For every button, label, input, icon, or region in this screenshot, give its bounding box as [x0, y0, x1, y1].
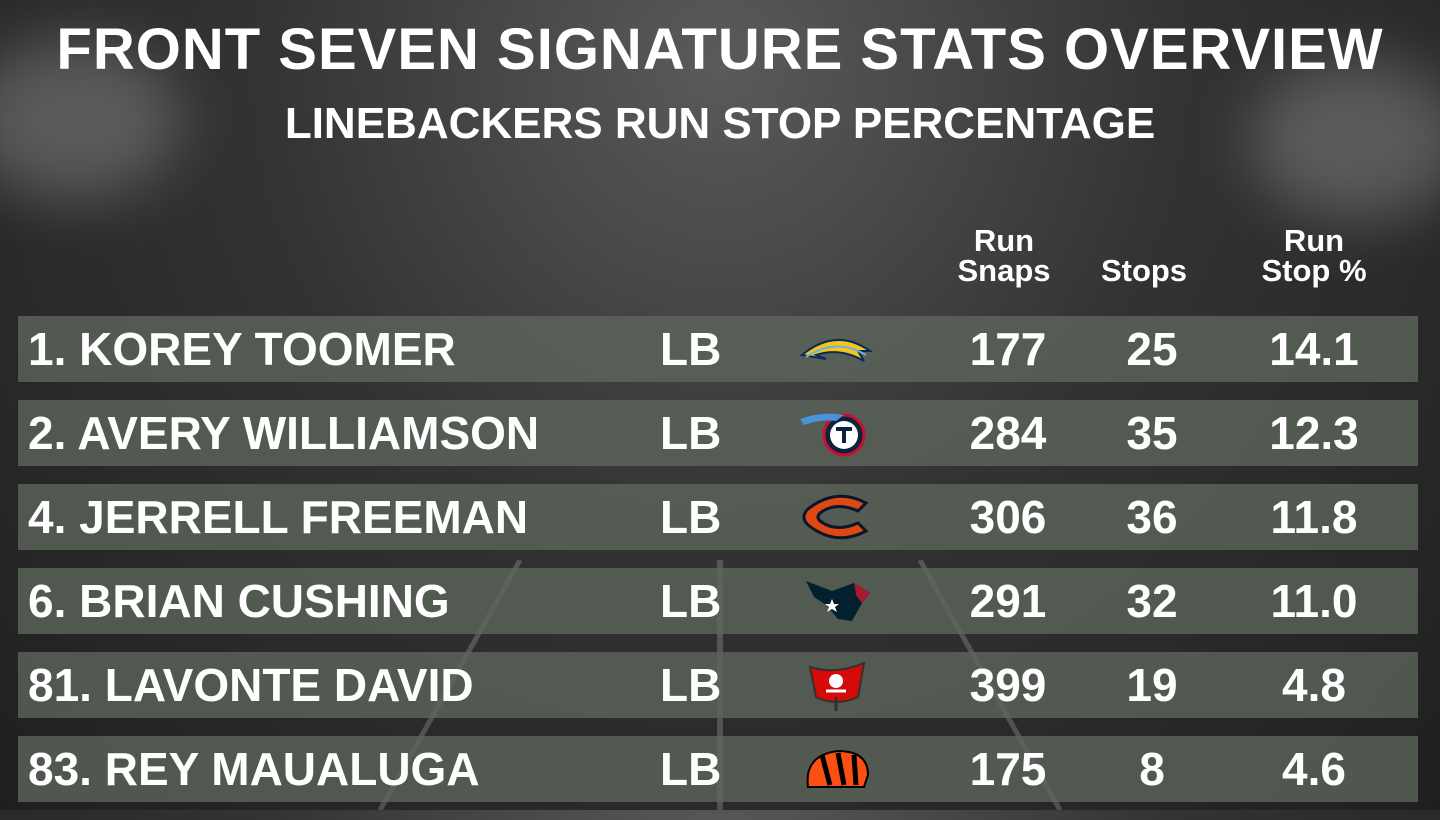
player-name: 4. JERRELL FREEMAN	[28, 491, 529, 543]
page-title: FRONT SEVEN SIGNATURE STATS OVERVIEW	[56, 17, 1384, 82]
run-snaps-value: 284	[969, 407, 1047, 459]
buccaneers-flag-icon	[808, 661, 866, 711]
column-header-stops-label: Stops	[1100, 253, 1188, 288]
run-stop-pct-value: 12.3	[1269, 407, 1359, 459]
player-name: 1. KOREY TOOMER	[28, 323, 456, 375]
player-position: LB	[660, 575, 722, 627]
column-header-run-snaps-line1: Run	[973, 223, 1035, 258]
bears-c-logo-icon	[802, 494, 869, 540]
player-position: LB	[660, 491, 722, 543]
stops-value: 32	[1126, 575, 1178, 627]
table-row: 2. AVERY WILLIAMSON LB 284 35 12.3	[18, 400, 1418, 466]
player-position: LB	[660, 407, 722, 459]
stops-value: 8	[1139, 743, 1165, 795]
column-header-run-snaps: Run Snaps	[914, 223, 1094, 288]
player-name: 83. REY MAUALUGA	[28, 743, 480, 795]
stadium-light-left	[0, 40, 180, 200]
player-name: 81. LAVONTE DAVID	[28, 659, 474, 711]
run-stop-pct-value: 11.8	[1270, 491, 1358, 543]
run-stop-pct-value: 4.6	[1282, 743, 1346, 795]
run-stop-pct-value: 11.0	[1270, 575, 1358, 627]
run-snaps-value: 291	[969, 575, 1047, 627]
player-position: LB	[660, 743, 722, 795]
column-header-run-snaps-line2: Snaps	[957, 253, 1051, 288]
column-header-run-stop-pct-line1: Run	[1283, 223, 1345, 258]
texans-bull-icon	[806, 581, 870, 621]
stops-value: 19	[1126, 659, 1178, 711]
run-snaps-value: 399	[969, 659, 1047, 711]
table-row: 1. KOREY TOOMER LB 177 25 14.1	[18, 316, 1418, 382]
table-row: 6. BRIAN CUSHING LB 291 32 11.0	[18, 568, 1418, 634]
table-row: 81. LAVONTE DAVID LB 399 19 4.8	[18, 652, 1418, 718]
table-row: 4. JERRELL FREEMAN LB 306 36 11.8	[18, 484, 1418, 550]
chargers-bolt-icon	[799, 338, 874, 362]
stadium-light-right	[1250, 60, 1440, 220]
run-stop-pct-value: 14.1	[1269, 323, 1359, 375]
stops-value: 35	[1126, 407, 1178, 459]
column-header-stops: Stops	[1054, 253, 1234, 288]
stats-table: 1. KOREY TOOMER LB 177 25 14.1 2. AVERY …	[18, 316, 1418, 820]
stops-value: 36	[1126, 491, 1178, 543]
titans-logo-icon	[800, 413, 866, 457]
player-position: LB	[660, 323, 722, 375]
bengals-helmet-icon	[806, 749, 870, 788]
run-snaps-value: 306	[969, 491, 1047, 543]
player-name: 6. BRIAN CUSHING	[28, 575, 450, 627]
stops-value: 25	[1126, 323, 1178, 375]
run-snaps-value: 175	[969, 743, 1047, 795]
column-header-run-stop-pct: Run Stop %	[1224, 223, 1404, 288]
run-snaps-value: 177	[969, 323, 1047, 375]
run-stop-pct-value: 4.8	[1282, 659, 1346, 711]
page-subtitle: LINEBACKERS RUN STOP PERCENTAGE	[284, 99, 1156, 148]
table-row: 83. REY MAUALUGA LB 175 8 4.6	[18, 736, 1418, 802]
player-name: 2. AVERY WILLIAMSON	[28, 407, 540, 459]
player-position: LB	[660, 659, 722, 711]
column-header-run-stop-pct-line2: Stop %	[1261, 253, 1367, 288]
